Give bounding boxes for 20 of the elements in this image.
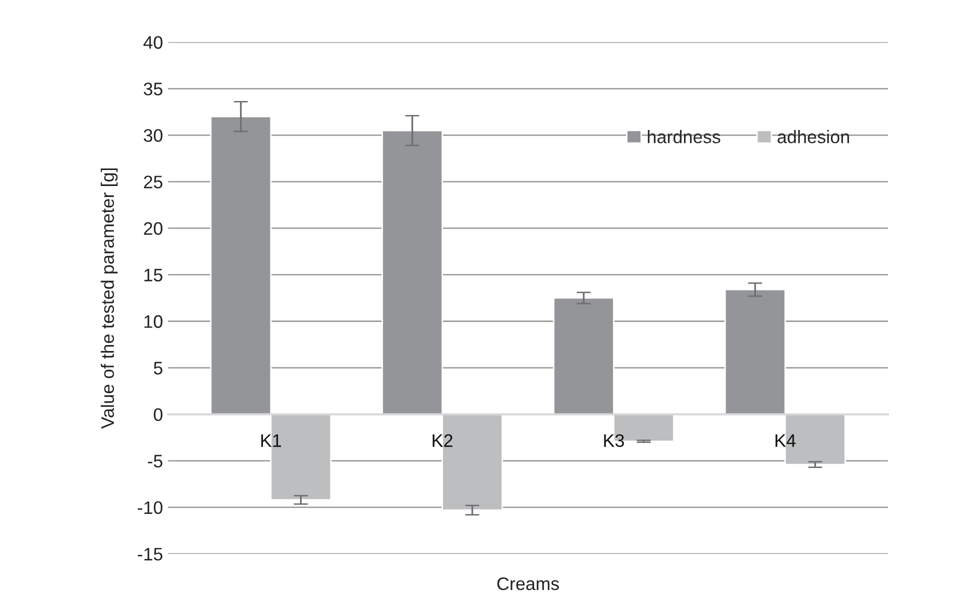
x-axis-title: Creams <box>497 577 559 590</box>
x-tick-label: K1 <box>261 434 282 447</box>
y-tick-label: -15 <box>138 548 162 561</box>
x-tick-label: K4 <box>776 434 796 447</box>
y-tick-label: -5 <box>148 454 162 468</box>
legend-label: hardness <box>648 130 720 144</box>
y-tick-label: 10 <box>144 315 162 328</box>
y-tick-label: 15 <box>144 268 162 282</box>
y-tick-label: 30 <box>144 129 162 142</box>
y-tick-label: -10 <box>138 501 162 514</box>
y-tick-label: 20 <box>144 222 162 235</box>
y-tick-label: 0 <box>154 408 162 422</box>
y-tick-label: 35 <box>144 82 162 96</box>
y-tick-label: 25 <box>144 176 162 188</box>
x-tick-label: K2 <box>432 434 452 447</box>
x-tick-label: K3 <box>604 434 624 447</box>
y-axis-title: Value of the tested parameter [g] <box>100 168 118 429</box>
y-tick-label: 40 <box>143 36 162 49</box>
y-tick-label: 5 <box>154 362 162 374</box>
legend-label: adhesion <box>778 130 849 144</box>
